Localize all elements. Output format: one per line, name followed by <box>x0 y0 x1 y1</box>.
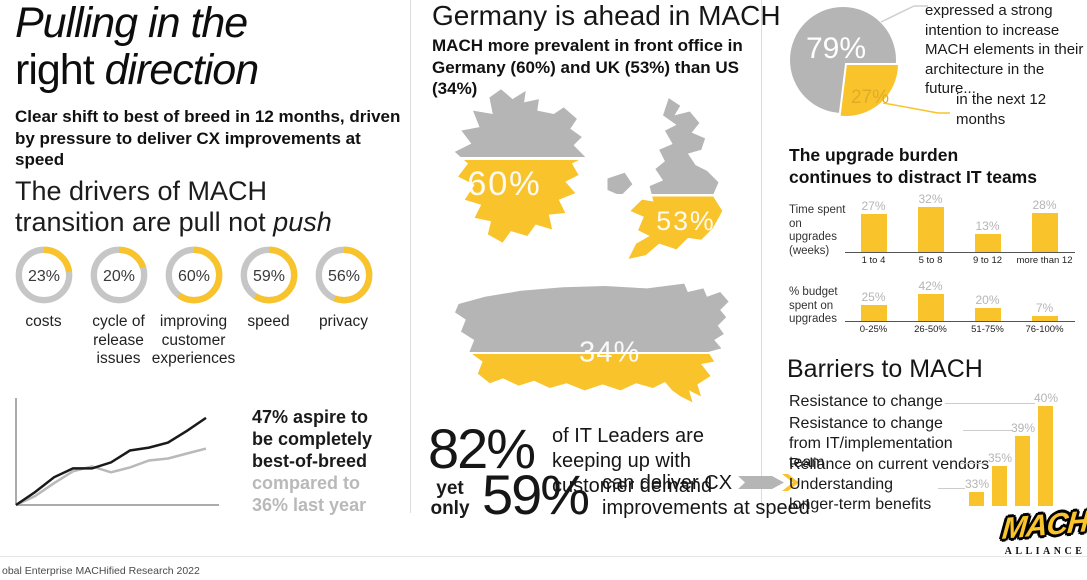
donut-label: privacy <box>318 313 369 330</box>
svg-text:20%: 20% <box>103 268 135 285</box>
donut-release-cycle: 20% cycle of release issues <box>81 244 156 369</box>
barrier-label-1: Resistance to change <box>789 393 943 410</box>
northern-ireland-shape <box>607 172 633 196</box>
footer-divider <box>0 556 1087 557</box>
svg-text:56%: 56% <box>328 268 360 285</box>
donut-label: cycle of release issues <box>92 313 145 367</box>
bar-group: 25% <box>845 290 902 321</box>
aspire-gray-text: compared to 36% last year <box>252 473 367 515</box>
uk-map: 53% <box>607 98 723 259</box>
page-title: Pulling in the right direction <box>15 0 260 94</box>
donut-speed: 59% speed <box>231 244 306 369</box>
column-divider-left <box>410 0 411 513</box>
donut-chart: 23% <box>15 246 72 304</box>
germany-pct-label: 60% <box>467 165 541 203</box>
upgrade-burden-heading: The upgrade burden continues to distract… <box>789 145 1037 187</box>
time-spent-axis-label: Time spent on upgrades (weeks) <box>789 204 846 257</box>
barrier-leader-line <box>960 463 988 464</box>
pie-note-main: expressed a strong intention to increase… <box>925 2 1084 97</box>
barrier-leader-line <box>963 430 1012 431</box>
alliance-logo-text: ALLIANCE <box>1004 546 1086 557</box>
budget-bar-chart: 25% 42% 20% 7% 0-25% 26-50% 51-75% 76-100% <box>845 277 1075 335</box>
barrier-bar-value: 33% <box>964 477 990 491</box>
middle-subheading: MACH more prevalent in front office in G… <box>432 36 743 98</box>
donut-costs: 23% costs <box>6 244 81 369</box>
svg-text:60%: 60% <box>178 268 210 285</box>
barrier-label-2: Resistance to change from IT/implementat… <box>789 415 953 471</box>
donut-label: speed <box>247 313 290 330</box>
bar-group: 28% <box>1016 198 1073 252</box>
svg-text:59%: 59% <box>253 268 285 285</box>
yet-only-label: yet only <box>430 478 470 519</box>
budget-axis-label: % budget spent on upgrades <box>789 286 838 325</box>
barrier-bar-40 <box>1038 406 1053 506</box>
bar-group: 27% <box>845 199 902 252</box>
donut-chart: 56% <box>315 246 372 304</box>
mach-logo-wordmark: MACH <box>1000 505 1087 546</box>
budget-ticks: 0-25% 26-50% 51-75% 76-100% <box>859 324 1064 335</box>
drivers-heading: The drivers of MACH transition are pull n… <box>15 176 332 237</box>
stat-82-value: 82% <box>428 417 536 480</box>
barriers-heading: Barriers to MACH <box>787 355 983 383</box>
bar-group: 7% <box>1016 301 1073 321</box>
germany-map: 60% <box>454 89 586 243</box>
pie-label-27: 27% <box>851 87 889 108</box>
us-map: 34% <box>455 283 729 403</box>
pie-wedge-27 <box>838 63 901 118</box>
pie-label-79: 79% <box>806 32 866 65</box>
best-of-breed-line-chart <box>15 398 219 507</box>
middle-heading: Germany is ahead in MACH <box>432 0 781 31</box>
donut-label: improving customer experiences <box>151 313 236 367</box>
drivers-donut-row: 23% costs 20% cycle of release issues 60… <box>6 244 381 369</box>
barrier-bar-35 <box>992 466 1007 506</box>
pie-note-12-months: in the next 12 months <box>956 91 1047 128</box>
barrier-label-4: Understanding longer-term benefits <box>789 476 932 513</box>
title-line2-roman: right <box>15 46 95 94</box>
pie-leader-yellow <box>877 101 950 114</box>
title-line1: Pulling in the <box>15 0 248 47</box>
column-divider-right <box>761 0 762 513</box>
barrier-bar-value: 40% <box>1033 391 1059 405</box>
barrier-leader-line <box>938 488 965 489</box>
source-note: obal Enterprise MACHified Research 2022 <box>2 565 200 577</box>
donut-chart: 60% <box>165 246 222 304</box>
svg-text:23%: 23% <box>28 268 60 285</box>
bar-group: 20% <box>959 293 1016 321</box>
donut-privacy: 56% privacy <box>306 244 381 369</box>
donut-label: costs <box>25 313 62 330</box>
page-subtitle: Clear shift to best of breed in 12 month… <box>15 107 401 169</box>
title-line2-italic: direction <box>104 46 260 94</box>
us-pct-label: 34% <box>579 337 640 369</box>
barrier-bar-33 <box>969 492 984 506</box>
uk-pct-label: 53% <box>656 206 715 236</box>
donut-chart: 59% <box>240 246 297 304</box>
bar-group: 42% <box>902 279 959 321</box>
barrier-bar-value: 35% <box>987 451 1013 465</box>
barrier-label-3: Reliance on current vendors <box>789 456 990 473</box>
barrier-bar-39 <box>1015 436 1030 506</box>
aspire-bold-text: 47% aspire to be completely best-of-bree… <box>252 407 373 471</box>
pie-leader-gray <box>880 5 928 23</box>
donut-chart: 20% <box>90 246 147 304</box>
barrier-bar-value: 39% <box>1010 421 1036 435</box>
stat-82-text: of IT Leaders are keeping up with custom… <box>552 425 713 497</box>
line-series-this-year <box>15 416 207 507</box>
donut-customer-experience: 60% improving customer experiences <box>152 244 235 369</box>
mach-alliance-logo: MACH ALLIANCE <box>1001 505 1087 557</box>
barrier-leader-line <box>945 403 1035 404</box>
line-series-last-year <box>15 447 207 507</box>
aspire-callout: 47% aspire to be completely best-of-bree… <box>252 406 386 516</box>
speed-arrow-icon <box>737 474 799 491</box>
bar-group: 13% <box>959 219 1016 252</box>
stat-59-text: can deliver CX improvements at speed <box>602 472 810 519</box>
intention-pie-chart: 79% 27% <box>790 5 950 118</box>
bar-group: 32% <box>902 192 959 252</box>
stat-59-value: 59% <box>482 463 590 526</box>
